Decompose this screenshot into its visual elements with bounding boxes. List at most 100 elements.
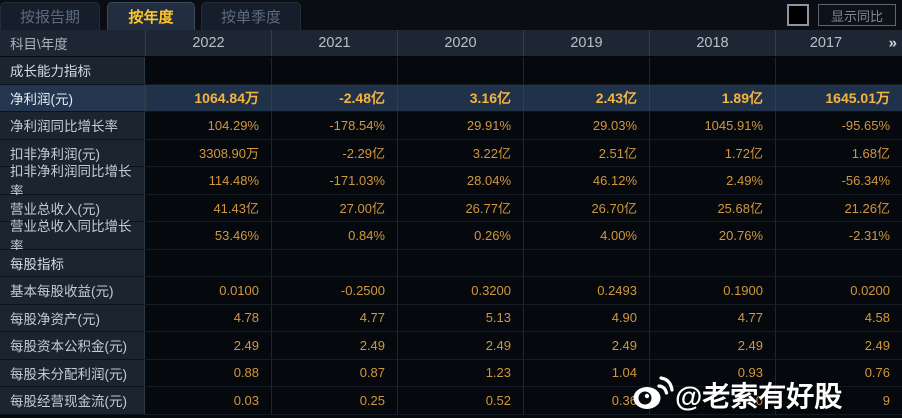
value-cell: 0.0200 (775, 277, 902, 305)
value-cell: 0.3200 (397, 277, 523, 305)
value-cell: 2.43亿 (523, 84, 649, 112)
value-cell: 3.22亿 (397, 139, 523, 167)
value-cell: 0.2493 (523, 277, 649, 305)
row-label: 营业总收入(元) (0, 194, 145, 222)
value-cell: 29.03% (523, 112, 649, 140)
section-row: 每股指标 (0, 249, 902, 277)
row-label: 扣非净利润(元) (0, 139, 145, 167)
value-cell: 2.49 (523, 332, 649, 360)
value-cell: 1.89亿 (649, 84, 775, 112)
year-column-header: 2022 (145, 30, 271, 56)
year-column-header: 2018 (649, 30, 775, 56)
year-column-header: 2017» (775, 30, 902, 56)
value-cell: -56.34% (775, 167, 902, 195)
weibo-watermark: @老索有好股 (630, 371, 842, 418)
value-cell: 26.70亿 (523, 194, 649, 222)
row-label: 每股资本公积金(元) (0, 332, 145, 360)
row-label: 每股净资产(元) (0, 304, 145, 332)
tab-bar: 按报告期 按年度 按单季度 显示同比 (0, 0, 902, 30)
value-cell: 4.00% (523, 222, 649, 250)
value-cell: 4.90 (523, 304, 649, 332)
value-cell: 0.1900 (649, 277, 775, 305)
row-label: 成长能力指标 (0, 57, 145, 85)
value-cell (649, 57, 775, 85)
table-header: 科目\年度 2022 2021 2020 2019 2018 2017» (0, 30, 902, 57)
row-label: 基本每股收益(元) (0, 277, 145, 305)
value-cell: 104.29% (145, 112, 271, 140)
value-cell: 0.88 (145, 359, 271, 387)
value-cell: 1.68亿 (775, 139, 902, 167)
value-cell: 2.49 (649, 332, 775, 360)
value-cell: 0.87 (271, 359, 397, 387)
table-body: 成长能力指标 净利润(元) 1064.84万 -2.48亿 3.16亿 2.43亿 1.89… (0, 57, 902, 415)
value-cell: 2.49 (397, 332, 523, 360)
table-row: 基本每股收益(元) 0.0100 -0.2500 0.3200 0.2493 0.1900… (0, 277, 902, 305)
value-cell (271, 249, 397, 277)
value-cell: 0.25 (271, 387, 397, 415)
more-years-icon[interactable]: » (888, 34, 897, 52)
weibo-icon (630, 371, 675, 418)
value-cell: 0.76 (775, 359, 902, 387)
value-cell: -171.03% (271, 167, 397, 195)
value-cell: 46.12% (523, 167, 649, 195)
value-cell: 0.36 (523, 387, 649, 415)
value-cell: 4.77 (271, 304, 397, 332)
value-cell: 5.13 (397, 304, 523, 332)
row-label: 净利润同比增长率 (0, 112, 145, 140)
value-cell (397, 57, 523, 85)
value-cell: 1.04 (523, 359, 649, 387)
value-cell: 2.49 (271, 332, 397, 360)
value-cell: -2.48亿 (271, 84, 397, 112)
value-cell: -95.65% (775, 112, 902, 140)
value-cell: 1.23 (397, 359, 523, 387)
value-cell: 114.48% (145, 167, 271, 195)
value-cell (523, 57, 649, 85)
value-cell (397, 249, 523, 277)
value-cell: 20.76% (649, 222, 775, 250)
table-row: 每股未分配利润(元) 0.88 0.87 1.23 1.04 0.93 0.76 (0, 359, 902, 387)
value-cell: 25.68亿 (649, 194, 775, 222)
value-cell: 2.49 (145, 332, 271, 360)
value-cell: 0.26% (397, 222, 523, 250)
year-column-header: 2020 (397, 30, 523, 56)
value-cell: 3308.90万 (145, 139, 271, 167)
show-yoy-checkbox[interactable] (787, 4, 809, 26)
value-cell: 29.91% (397, 112, 523, 140)
corner-header-cell: 科目\年度 (10, 37, 68, 52)
row-label: 扣非净利润同比增长率 (0, 164, 145, 199)
value-cell: 3.16亿 (397, 84, 523, 112)
year-column-header: 2021 (271, 30, 397, 56)
value-cell: 1645.01万 (775, 84, 902, 112)
value-cell: 2.49 (775, 332, 902, 360)
value-cell: 0.84% (271, 222, 397, 250)
table-row: 扣非净利润(元) 3308.90万 -2.29亿 3.22亿 2.51亿 1.72亿 1.6… (0, 139, 902, 167)
show-yoy-label[interactable]: 显示同比 (818, 4, 896, 26)
financial-table: 科目\年度 2022 2021 2020 2019 2018 2017» 成长能力指标 净利… (0, 30, 902, 415)
row-label: 每股指标 (0, 249, 145, 277)
year-column-header: 2019 (523, 30, 649, 56)
table-row: 扣非净利润同比增长率 114.48% -171.03% 28.04% 46.12% 2.4… (0, 164, 902, 199)
tab-by-report-period[interactable]: 按报告期 (0, 2, 100, 30)
value-cell: 1045.91% (649, 112, 775, 140)
tab-by-single-quarter[interactable]: 按单季度 (201, 2, 301, 30)
value-cell: 2.49% (649, 167, 775, 195)
value-cell: 9 (775, 387, 902, 415)
value-cell: -178.54% (271, 112, 397, 140)
value-cell: -0.2500 (271, 277, 397, 305)
table-row: 每股资本公积金(元) 2.49 2.49 2.49 2.49 2.49 2.49 (0, 332, 902, 360)
value-cell: 28.04% (397, 167, 523, 195)
value-cell: -2.29亿 (271, 139, 397, 167)
value-cell: 27.00亿 (271, 194, 397, 222)
section-row: 成长能力指标 (0, 57, 902, 85)
value-cell: 21.26亿 (775, 194, 902, 222)
value-cell: 2.51亿 (523, 139, 649, 167)
value-cell: 0.52 (397, 387, 523, 415)
row-label: 每股未分配利润(元) (0, 359, 145, 387)
value-cell: 1064.84万 (145, 84, 271, 112)
value-cell: 0.03 (145, 387, 271, 415)
value-cell (523, 249, 649, 277)
table-row: 营业总收入同比增长率 53.46% 0.84% 0.26% 4.00% 20.76% -2.… (0, 219, 902, 254)
tab-by-year[interactable]: 按年度 (107, 2, 195, 30)
value-cell (145, 57, 271, 85)
table-row: 营业总收入(元) 41.43亿 27.00亿 26.77亿 26.70亿 25.68亿 21… (0, 194, 902, 222)
